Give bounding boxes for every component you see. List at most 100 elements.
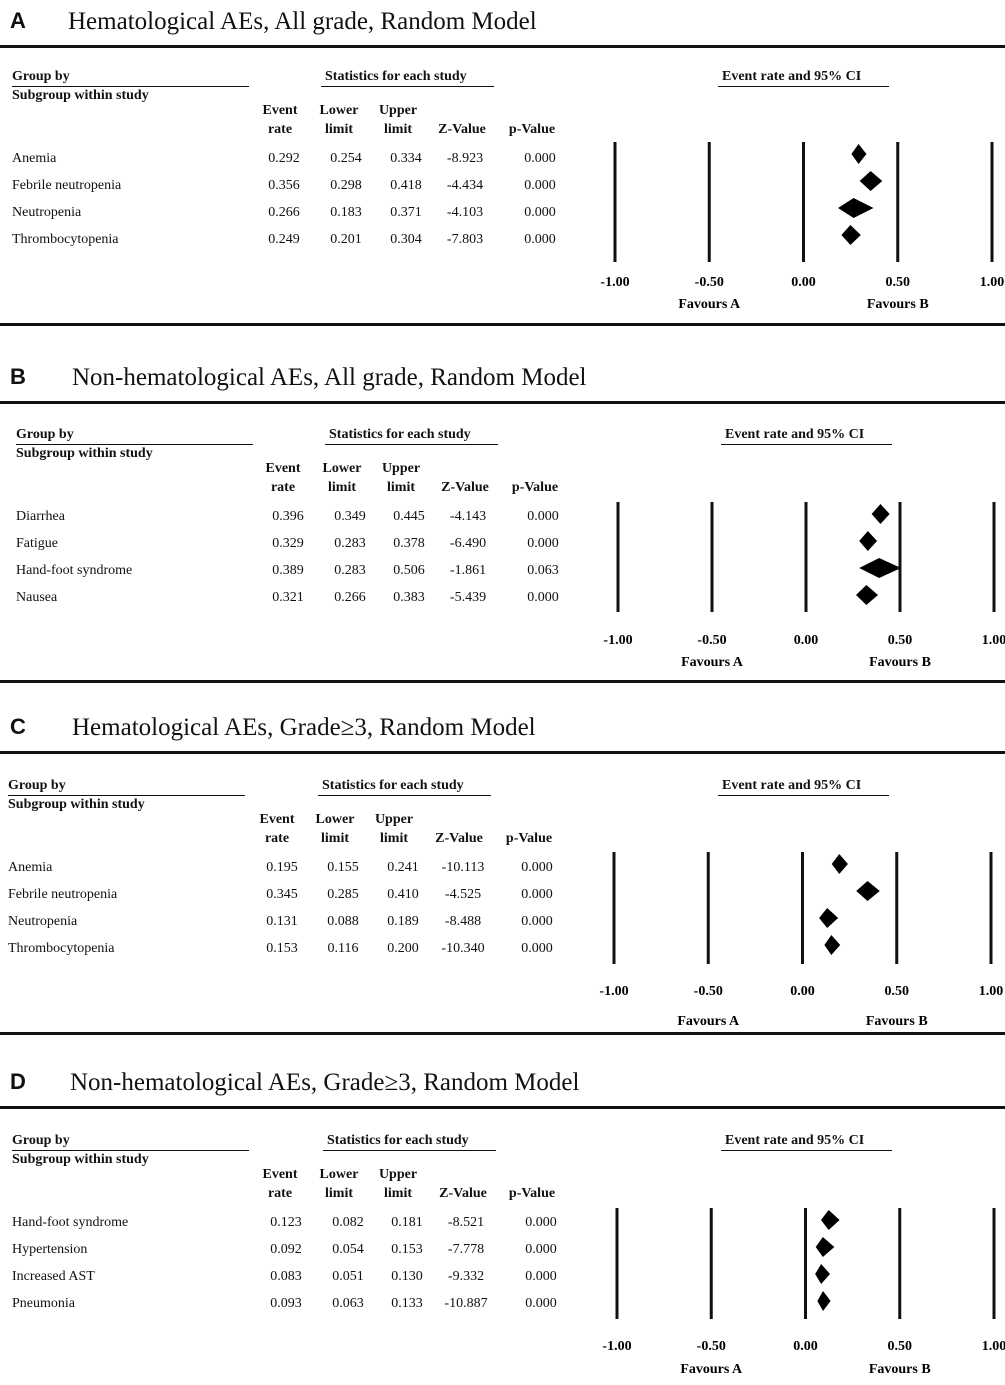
col-header-line2: rate (270, 480, 296, 495)
z-value: -5.439 (449, 590, 487, 605)
col-header-event-rate: Event rate (250, 1165, 310, 1203)
col-header-line1: Lower (315, 812, 355, 827)
row-name: Hand-foot syndrome (12, 1215, 129, 1230)
p-value: 0.000 (521, 941, 553, 956)
col-header-line2: limit (384, 122, 412, 137)
panel-letter: A (10, 8, 26, 33)
x-tick-label: -1.00 (599, 984, 628, 999)
col-header-upper-limit: Upper limit (371, 459, 431, 497)
ci-underline (721, 1150, 892, 1151)
p-value: 0.000 (525, 1269, 557, 1284)
z-value: -4.434 (446, 178, 484, 193)
subgroup-header: Subgroup within study (16, 446, 153, 461)
favours-b-label: Favours B (866, 1014, 928, 1029)
event-rate-value: 0.266 (268, 205, 300, 220)
effect-diamond (841, 225, 861, 245)
subgroup-header: Subgroup within study (8, 797, 145, 812)
z-value: -8.488 (444, 914, 482, 929)
col-header-line1: Event (262, 103, 298, 118)
favours-a-label: Favours A (678, 297, 741, 312)
group-by-underline (16, 444, 253, 445)
upper-limit-value: 0.130 (391, 1269, 423, 1284)
p-value: 0.000 (524, 178, 556, 193)
col-header-line1: Event (262, 1167, 298, 1182)
bottom-rule (0, 680, 1005, 683)
group-by-header: Group by (8, 778, 66, 793)
col-header-upper-limit: Upper limit (364, 810, 424, 848)
col-header-p-value: p-Value (497, 1165, 567, 1203)
event-rate-value: 0.195 (266, 860, 298, 875)
col-header-lower-limit: Lower limit (312, 459, 372, 497)
col-header-upper-limit: Upper limit (368, 1165, 428, 1203)
event-rate-value: 0.153 (266, 941, 298, 956)
z-value: -8.521 (447, 1215, 485, 1230)
col-header-p-value: p-Value (500, 459, 570, 497)
effect-diamond (819, 908, 839, 928)
lower-limit-value: 0.054 (332, 1242, 364, 1257)
col-header-z-value: Z-Value (428, 1165, 498, 1203)
subgroup-header: Subgroup within study (12, 1152, 149, 1167)
z-value: -9.332 (447, 1269, 485, 1284)
row-name: Neutropenia (12, 205, 82, 220)
p-value: 0.000 (521, 860, 553, 875)
z-value: -10.113 (441, 860, 485, 875)
lower-limit-value: 0.183 (330, 205, 362, 220)
panel-letter: B (10, 364, 26, 389)
p-value: 0.000 (525, 1215, 557, 1230)
group-by-underline (8, 795, 245, 796)
row-name: Neutropenia (8, 914, 78, 929)
p-value: 0.000 (524, 151, 556, 166)
col-header-line2: rate (267, 1186, 293, 1201)
panel-title: Non-hematological AEs, All grade, Random… (72, 364, 587, 391)
panel-letter: D (10, 1069, 26, 1094)
favours-b-label: Favours B (869, 1362, 931, 1377)
bottom-rule (0, 1032, 1005, 1035)
event-rate-value: 0.356 (268, 178, 300, 193)
col-header-line1: Event (265, 461, 301, 476)
top-rule (0, 751, 1005, 754)
upper-limit-value: 0.304 (390, 232, 422, 247)
x-tick-label: 0.50 (888, 633, 913, 648)
col-header-line2: p-Value (508, 122, 556, 137)
z-value: -7.778 (447, 1242, 485, 1257)
upper-limit-value: 0.383 (393, 590, 425, 605)
col-header-line2: limit (328, 480, 356, 495)
lower-limit-value: 0.051 (332, 1269, 364, 1284)
row-name: Anemia (8, 860, 53, 875)
x-tick-label: 0.50 (886, 275, 911, 290)
x-tick-label: -1.00 (600, 275, 629, 290)
favours-b-label: Favours B (869, 655, 931, 670)
ci-header: Event rate and 95% CI (725, 427, 865, 442)
effect-diamond (851, 144, 867, 164)
row-name: Anemia (12, 151, 57, 166)
col-header-line1: Upper (378, 103, 418, 118)
lower-limit-value: 0.201 (330, 232, 362, 247)
lower-limit-value: 0.116 (327, 941, 359, 956)
col-header-line1: Upper (381, 461, 421, 476)
favours-a-label: Favours A (677, 1014, 740, 1029)
lower-limit-value: 0.155 (327, 860, 359, 875)
stats-header: Statistics for each study (329, 427, 471, 442)
p-value: 0.000 (527, 509, 559, 524)
p-value: 0.000 (527, 536, 559, 551)
col-header-line2: limit (325, 122, 353, 137)
upper-limit-value: 0.506 (393, 563, 425, 578)
group-by-header: Group by (12, 1133, 70, 1148)
row-name: Thrombocytopenia (12, 232, 119, 247)
row-name: Hypertension (12, 1242, 88, 1257)
event-rate-value: 0.249 (268, 232, 300, 247)
stats-header: Statistics for each study (325, 69, 467, 84)
top-rule (0, 45, 1005, 48)
col-header-z-value: Z-Value (430, 459, 500, 497)
group-by-underline (12, 1150, 249, 1151)
event-rate-value: 0.083 (270, 1269, 302, 1284)
col-header-upper-limit: Upper limit (368, 101, 428, 139)
ci-underline (718, 86, 889, 87)
col-header-line2: p-Value (508, 1186, 556, 1201)
p-value: 0.000 (521, 914, 553, 929)
favours-a-label: Favours A (681, 655, 744, 670)
z-value: -10.340 (441, 941, 485, 956)
col-header-line2: limit (384, 1186, 412, 1201)
lower-limit-value: 0.283 (334, 563, 366, 578)
event-rate-value: 0.131 (266, 914, 298, 929)
